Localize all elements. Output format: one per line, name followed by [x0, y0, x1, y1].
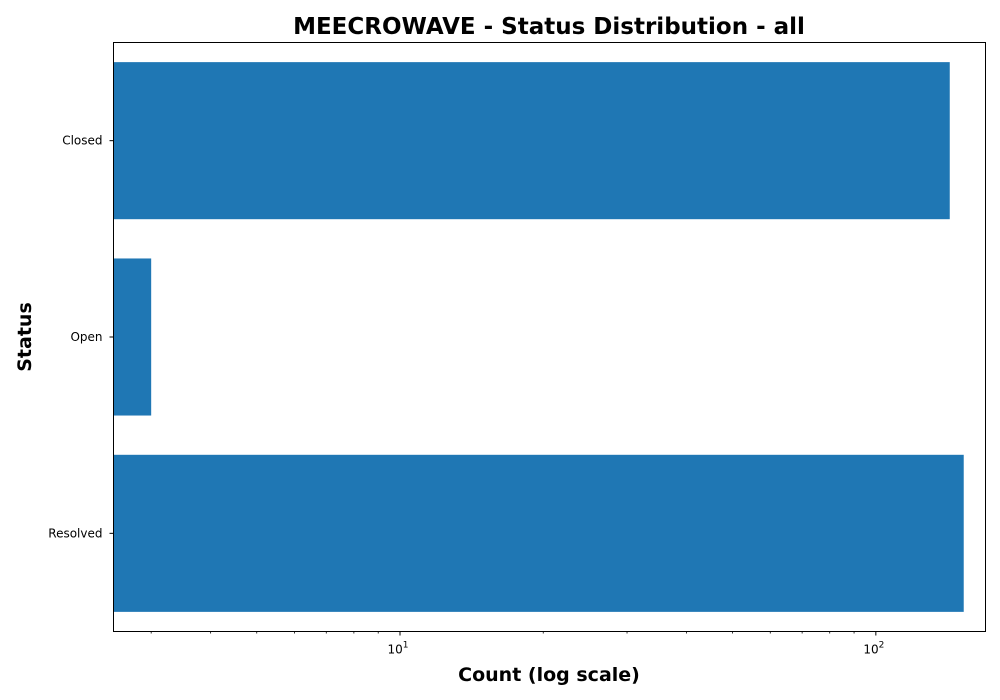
bars-layer	[113, 62, 964, 612]
y-tick-label: Open	[70, 330, 102, 344]
plot-frame	[113, 42, 986, 632]
x-tick-label: 101	[387, 641, 408, 657]
y-axis-ticks: Closed Open Resolved	[48, 134, 114, 540]
bar-closed	[113, 62, 950, 220]
bar-open	[113, 258, 152, 416]
bar-resolved	[113, 454, 964, 612]
y-tick-label: Resolved	[48, 526, 102, 540]
x-axis-title: Count (log scale)	[458, 664, 640, 686]
y-tick-label: Closed	[62, 134, 102, 148]
x-axis-ticks: 101 102	[150, 631, 884, 657]
y-axis-title: Status	[14, 302, 36, 372]
x-tick-label: 102	[863, 641, 884, 657]
chart-title: MEECROWAVE - Status Distribution - all	[293, 14, 805, 40]
